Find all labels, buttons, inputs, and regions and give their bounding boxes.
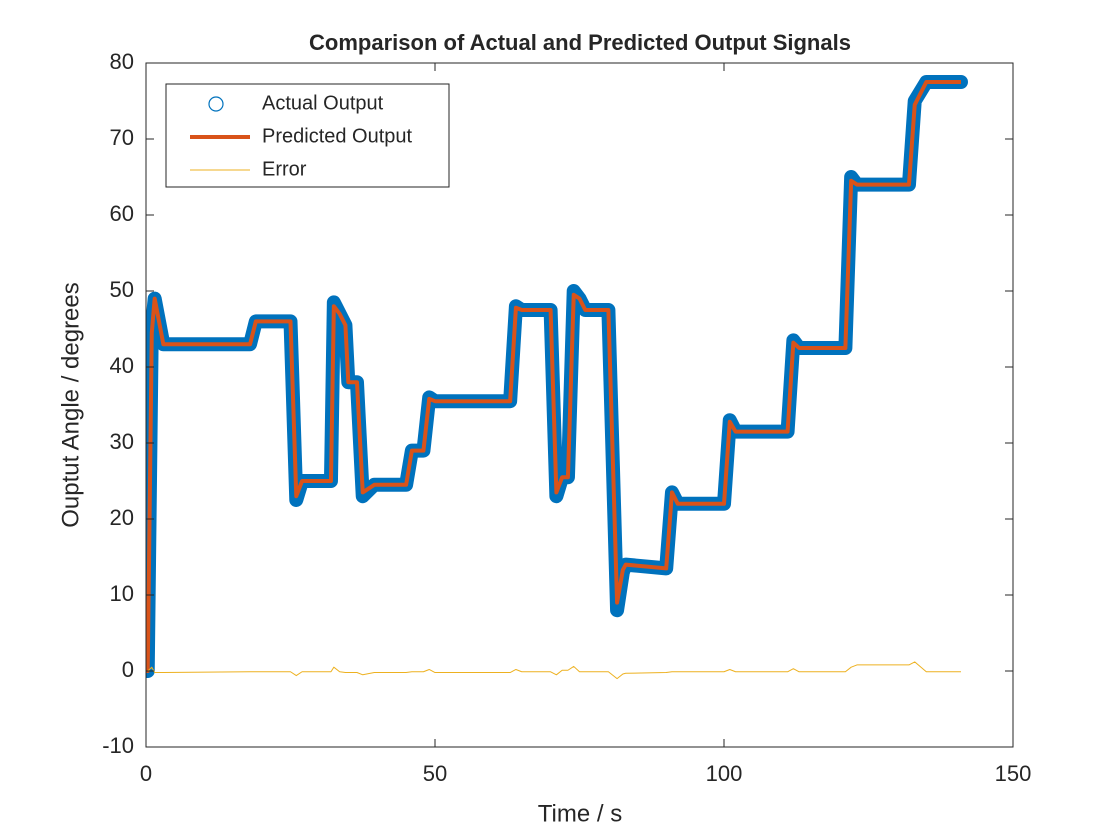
x-tick-label: 0	[140, 761, 152, 786]
y-tick-label: 40	[110, 353, 134, 378]
y-tick-label: 0	[122, 657, 134, 682]
y-tick-label: 50	[110, 277, 134, 302]
legend: Actual Output Predicted Output Error	[165, 83, 450, 188]
series-line	[146, 80, 961, 673]
y-tick-label: 80	[110, 49, 134, 74]
y-axis-label: Ouptut Angle / degrees	[57, 282, 84, 528]
y-tick-label: 10	[110, 581, 134, 606]
legend-label: Predicted Output	[262, 125, 413, 147]
y-tick-label: 70	[110, 125, 134, 150]
legend-marker	[208, 96, 224, 112]
x-axis-label: Time / s	[538, 800, 622, 827]
y-tick-label: 60	[110, 201, 134, 226]
y-tick-label: -10	[102, 733, 134, 758]
x-tick-label: 100	[706, 761, 743, 786]
legend-label: Error	[262, 158, 307, 180]
legend-label: Actual Output	[262, 92, 384, 114]
y-tick-label: 30	[110, 429, 134, 454]
plot-area	[146, 75, 968, 680]
x-tick-label: 150	[995, 761, 1032, 786]
series-line	[146, 661, 961, 680]
x-tick-label: 50	[423, 761, 447, 786]
y-tick-label: 20	[110, 505, 134, 530]
axes-frame	[145, 62, 1014, 748]
chart-title: Comparison of Actual and Predicted Outpu…	[309, 30, 851, 55]
